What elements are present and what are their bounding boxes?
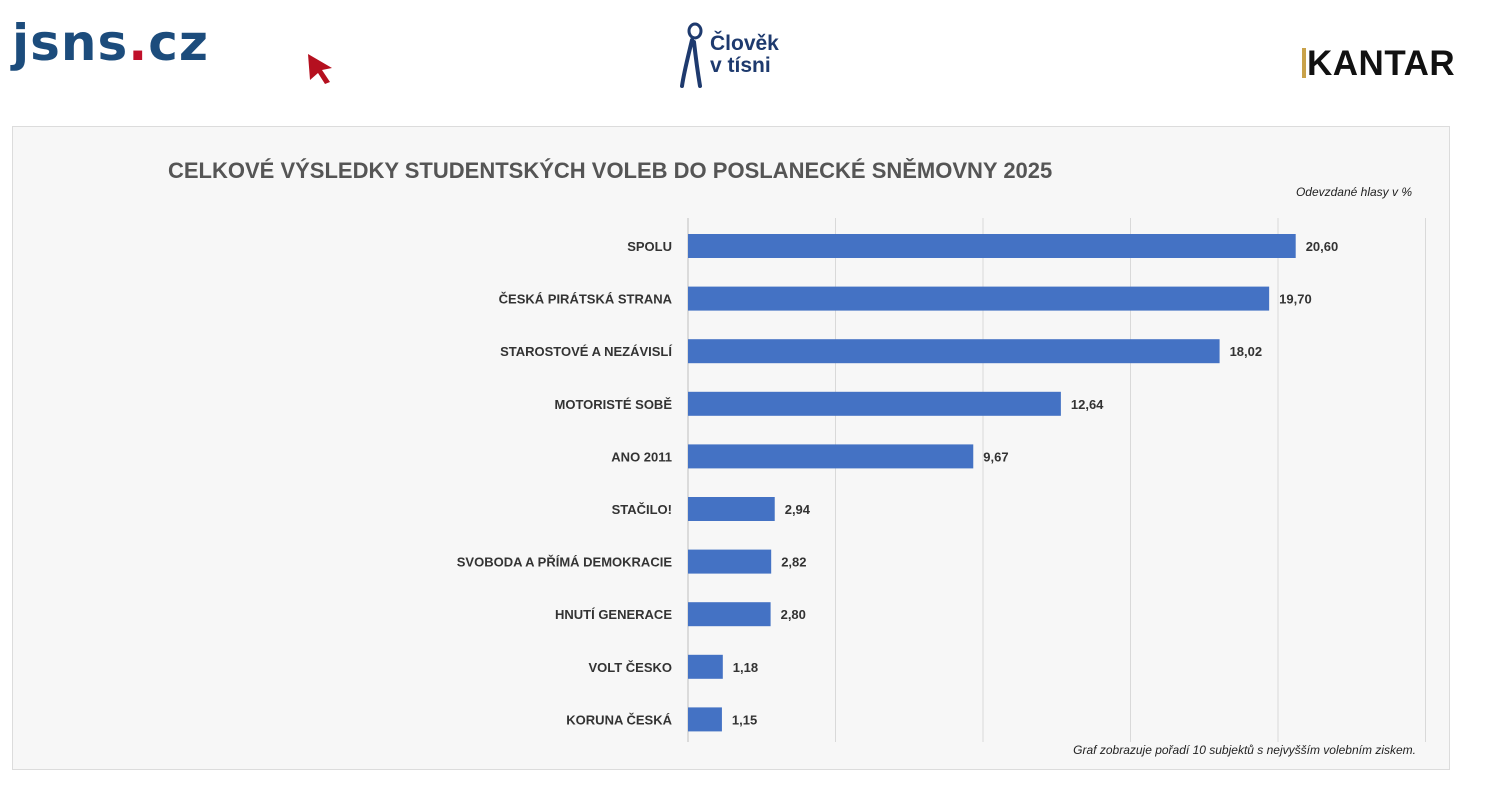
unit-label: Odevzdané hlasy v % (1295, 185, 1412, 199)
value-label: 18,02 (1230, 344, 1263, 359)
category-label: STAROSTOVÉ A NEZÁVISLÍ (500, 344, 672, 359)
value-label: 9,67 (983, 449, 1008, 464)
value-label: 20,60 (1306, 239, 1339, 254)
bar (688, 234, 1296, 258)
bar (688, 391, 1061, 416)
bar (688, 497, 775, 521)
category-label: ANO 2011 (611, 449, 672, 464)
bar (688, 286, 1270, 311)
bar (688, 339, 1220, 364)
chart-note: Graf zobrazuje pořadí 10 subjektů s nejv… (1073, 743, 1416, 757)
value-label: 2,82 (781, 555, 806, 570)
jsns-logo: jsns.cz (12, 14, 210, 72)
category-label: SVOBODA A PŘÍMÁ DEMOKRACIE (457, 555, 673, 570)
chart-title: CELKOVÉ VÝSLEDKY STUDENTSKÝCH VOLEB DO P… (168, 158, 1053, 183)
value-label: 1,18 (733, 660, 758, 675)
category-label: SPOLU (627, 239, 672, 254)
value-label: 2,80 (781, 607, 806, 622)
kantar-logo: KANTAR (1302, 44, 1455, 84)
category-label: KORUNA ČESKÁ (566, 712, 672, 727)
value-label: 2,94 (785, 502, 811, 517)
bar (688, 654, 723, 679)
value-label: 1,15 (732, 712, 757, 727)
cursor-icon (308, 54, 332, 84)
person-icon (680, 22, 703, 88)
bar (688, 444, 974, 469)
bar (688, 602, 771, 627)
category-label: STAČILO! (612, 502, 672, 517)
bar (688, 549, 772, 574)
value-label: 19,70 (1279, 292, 1312, 307)
clovek-v-tisni-logo: Člověk v tísni (678, 22, 779, 88)
category-label: HNUTÍ GENERACE (555, 607, 672, 622)
category-label: VOLT ČESKO (588, 660, 672, 675)
category-label: MOTORISTÉ SOBĚ (555, 397, 673, 412)
value-label: 12,64 (1071, 397, 1104, 412)
bar (688, 707, 722, 732)
category-label: ČESKÁ PIRÁTSKÁ STRANA (499, 292, 673, 307)
